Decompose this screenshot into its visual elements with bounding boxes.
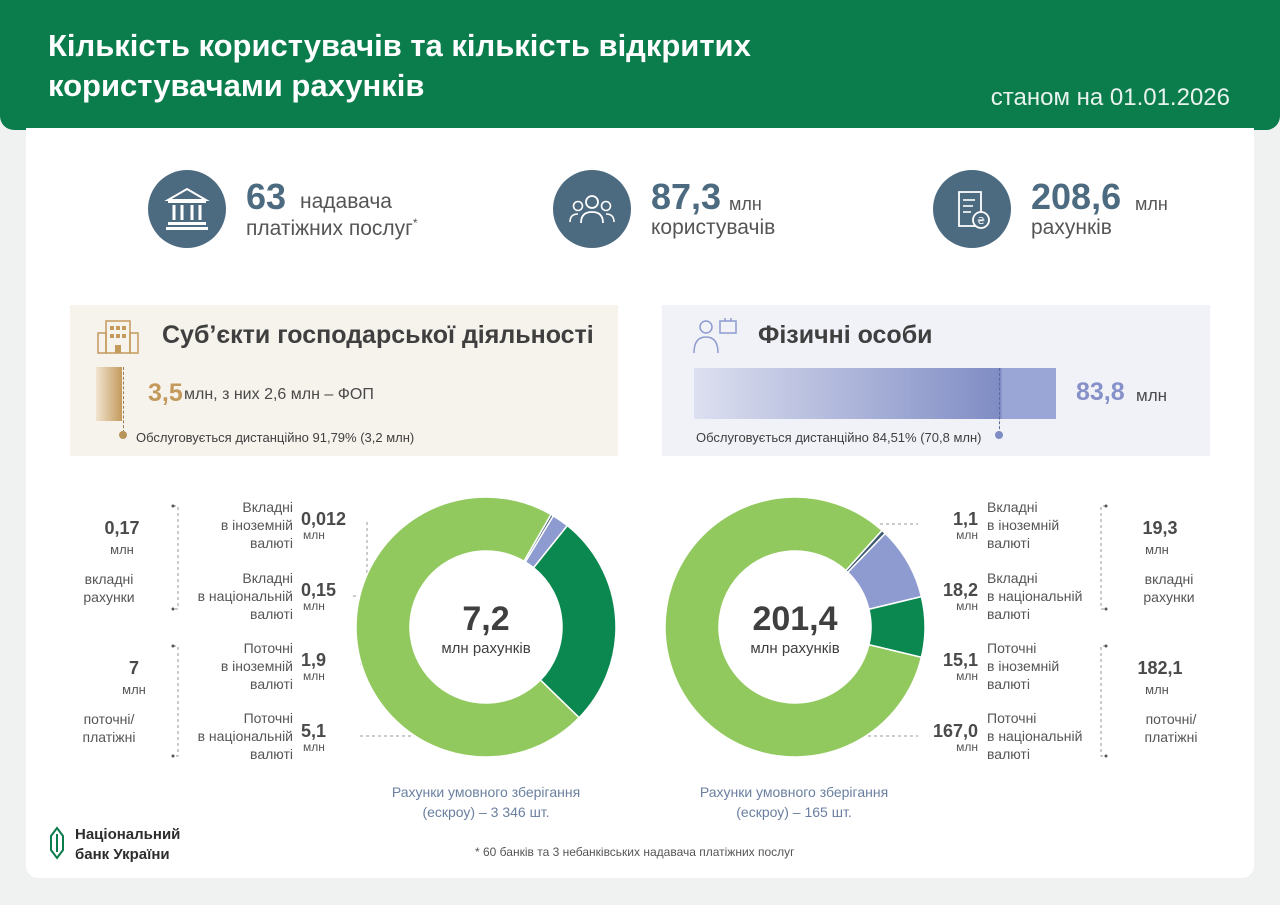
left-row-value-current-national: 5,1	[301, 721, 327, 741]
left-row-value-deposit-foreign: 0,012	[301, 509, 347, 529]
right-group-current-value: 182,1	[1137, 658, 1183, 678]
left-group-current-value: 7	[128, 658, 139, 678]
individuals-remote-marker-line	[999, 368, 1000, 434]
business-remote-dot	[119, 431, 127, 439]
individuals-panel: Фізичні особи 83,8 млн Обслуговується ди…	[662, 305, 1210, 456]
business-value-desc: млн, з них 2,6 млн – ФОП	[184, 386, 374, 403]
individuals-value: 83,8	[1076, 378, 1125, 406]
providers-label-2: платіжних послуг*	[246, 216, 418, 240]
nbu-logo-text: Національний банк України	[75, 826, 181, 863]
left-row-unit-current-foreign: млн	[303, 669, 325, 683]
title-line-2: користувачами рахунків	[48, 68, 425, 103]
business-panel: Суб’єкти господарської діяльності 3,5 мл…	[70, 305, 618, 456]
bank-building-icon	[148, 170, 226, 248]
accounts-label: рахунків	[1031, 216, 1112, 239]
left-row-unit-current-national: млн	[303, 740, 325, 754]
page-title: Кількість користувачів та кількість відк…	[48, 26, 868, 106]
business-remote-marker-line	[123, 367, 124, 433]
person-briefcase-icon	[693, 318, 737, 354]
right-group-current-unit: млн	[1145, 682, 1169, 697]
left-row-unit-deposit-foreign: млн	[303, 528, 325, 542]
document-coin-icon: ₴	[933, 170, 1011, 248]
left-group-deposit-label: вкладні рахунки	[83, 571, 135, 605]
left-group-deposit-unit: млн	[110, 542, 134, 557]
stat-providers: 63 надавача платіжних послуг*	[148, 170, 478, 250]
right-row-value-deposit-foreign: 1,1	[952, 509, 978, 529]
business-bar	[96, 367, 122, 421]
title-line-1: Кількість користувачів та кількість відк…	[48, 28, 751, 63]
left-row-value-current-foreign: 1,9	[301, 650, 327, 670]
left-group-current-unit: млн	[122, 682, 146, 697]
individuals-remote-dot	[995, 431, 1003, 439]
individuals-remote-note: Обслуговується дистанційно 84,51% (70,8 …	[696, 430, 982, 445]
header-banner: Кількість користувачів та кількість відк…	[0, 0, 1280, 130]
right-row-label-current-national: Поточні в національній валюті	[987, 710, 1083, 762]
footnote: * 60 банків та 3 небанківських надавача …	[475, 845, 795, 859]
accounts-unit: млн	[1135, 194, 1168, 214]
providers-label-1: надавача	[300, 190, 392, 213]
stat-users: 87,3 млн користувачів	[553, 170, 883, 250]
right-row-value-deposit-national: 18,2	[942, 580, 978, 600]
individuals-unit: млн	[1136, 386, 1167, 405]
left-row-unit-deposit-national: млн	[303, 599, 325, 613]
individuals-bar	[694, 368, 1056, 419]
users-label: користувачів	[651, 216, 776, 239]
donut-slice-4	[664, 496, 923, 758]
donut-slice-3	[532, 524, 617, 719]
left-row-label-current-foreign: Поточні в іноземній валюті	[220, 640, 293, 692]
donut-slice-4	[355, 496, 581, 758]
people-group-icon	[553, 170, 631, 248]
users-count: 87,3	[651, 176, 722, 217]
right-donut-total: 201,4	[752, 600, 838, 638]
right-group-deposit-unit: млн	[1145, 542, 1169, 557]
left-row-label-deposit-foreign: Вкладні в іноземній валюті	[220, 499, 293, 551]
left-row-label-current-national: Поточні в національній валюті	[197, 710, 293, 762]
right-row-value-current-national: 167,0	[932, 721, 978, 741]
right-donut-total-label: млн рахунків	[750, 640, 840, 657]
right-row-unit-current-foreign: млн	[956, 669, 978, 683]
right-row-unit-current-national: млн	[956, 740, 978, 754]
right-row-value-current-foreign: 15,1	[942, 650, 978, 670]
stat-accounts: ₴ 208,6 млн рахунків	[933, 170, 1233, 250]
right-row-label-deposit-national: Вкладні в національній валюті	[987, 570, 1083, 622]
right-group-deposit-label: вкладні рахунки	[1143, 571, 1195, 605]
report-date: станом на 01.01.2026	[990, 84, 1230, 111]
business-remote-note: Обслуговується дистанційно 91,79% (3,2 м…	[136, 430, 415, 445]
left-donut-total: 7,2	[462, 600, 510, 638]
content-card	[26, 128, 1254, 878]
left-row-label-deposit-national: Вкладні в національній валюті	[197, 570, 293, 622]
right-donut-chart	[664, 496, 926, 758]
svg-text:₴: ₴	[977, 216, 985, 227]
left-escrow-note: Рахунки умовного зберігання (ескроу) – 3 …	[391, 784, 581, 820]
right-group-deposit-value: 19,3	[1142, 518, 1178, 538]
left-group-deposit-value: 0,17	[104, 518, 140, 538]
individuals-title: Фізичні особи	[758, 321, 933, 349]
left-group-current-label: поточні/платіжні	[82, 711, 136, 745]
right-row-unit-deposit-foreign: млн	[956, 528, 978, 542]
business-value: 3,5	[148, 379, 183, 407]
providers-count: 63	[246, 176, 287, 217]
right-escrow-note: Рахунки умовного зберігання (ескроу) – 16…	[699, 784, 889, 820]
right-row-unit-deposit-national: млн	[956, 599, 978, 613]
left-donut-chart	[355, 496, 617, 758]
right-group-current-label: поточні/платіжні	[1144, 711, 1198, 745]
left-row-value-deposit-national: 0,15	[301, 580, 337, 600]
left-donut-total-label: млн рахунків	[441, 640, 531, 657]
right-row-label-current-foreign: Поточні в іноземній валюті	[987, 640, 1060, 692]
business-title: Суб’єкти господарської діяльності	[162, 321, 594, 349]
right-row-label-deposit-foreign: Вкладні в іноземній валюті	[987, 499, 1060, 551]
users-unit: млн	[729, 194, 762, 214]
office-building-icon	[97, 320, 139, 354]
accounts-count: 208,6	[1031, 176, 1122, 217]
nbu-logo-icon	[50, 826, 64, 860]
